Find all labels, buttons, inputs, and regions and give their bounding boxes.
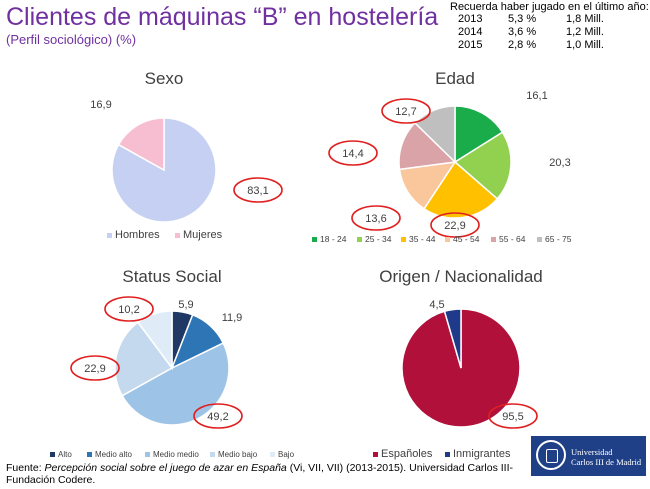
data-label: 20,3 — [549, 157, 570, 169]
source-title: Percepción social sobre el juego de azar… — [44, 462, 287, 474]
chart-title: Sexo — [145, 69, 184, 88]
data-label: 83,1 — [247, 185, 268, 197]
stats-cell-pct: 3,6 % — [508, 26, 537, 38]
legend-swatch — [270, 452, 275, 457]
stats-cell-pct: 2,8 % — [508, 39, 537, 51]
university-seal-icon — [536, 440, 566, 470]
pie-chart-sexo: Sexo 83,1 16,9 Hombres Mujeres — [90, 69, 283, 241]
legend-item-mujeres: Mujeres — [183, 229, 223, 241]
data-label: 13,6 — [365, 213, 386, 225]
legend-swatch — [210, 452, 215, 457]
pie-chart-edad: Edad 16,1 20,3 22,9 13,6 14,4 12,7 18 - 24 25 - … — [312, 69, 572, 244]
legend-swatch — [445, 452, 450, 457]
legend-swatch — [537, 237, 542, 242]
stats-cell-year: 2013 — [458, 13, 483, 25]
legend-item-35-44: 35 - 44 — [409, 234, 436, 244]
page-title: Clientes de máquinas “B” en hostelería — [6, 3, 439, 31]
university-logo: Universidad Carlos III de Madrid — [531, 436, 646, 476]
legend-item-hombres: Hombres — [115, 229, 160, 241]
legend-item-espanoles: Españoles — [381, 448, 433, 460]
legend-item-55-64: 55 - 64 — [499, 234, 526, 244]
pie-slice-35-44 — [423, 160, 499, 219]
highlight-circle — [351, 205, 401, 231]
pie-chart-status-social: Status Social 5,9 11,9 49,2 22,9 10,2 Alto Medi… — [50, 267, 295, 459]
legend-item-bajo: Bajo — [278, 450, 295, 459]
highlight-circle — [488, 403, 538, 429]
stats-cell-pct: 5,3 % — [508, 13, 537, 25]
legend-swatch — [50, 452, 55, 457]
highlight-circle — [328, 140, 378, 166]
stats-cell-year: 2015 — [458, 39, 483, 51]
pie-slice-inmigrantes — [443, 308, 462, 369]
legend-swatch — [87, 452, 92, 457]
legend-swatch — [491, 237, 496, 242]
pie-chart-origen-nacionalidad: Origen / Nacionalidad 95,5 4,5 Españoles Inm… — [373, 267, 543, 460]
data-label: 49,2 — [207, 411, 228, 423]
legend-swatch — [175, 233, 180, 238]
legend-item-65-75: 65 - 75 — [545, 234, 572, 244]
legend-swatch — [145, 452, 150, 457]
pie-slice-medio-bajo — [114, 321, 174, 397]
stats-cell-amount: 1,2 Mill. — [566, 26, 604, 38]
source-prefix: Fuente: — [6, 462, 45, 474]
data-label: 11,9 — [222, 312, 243, 324]
data-label: 22,9 — [84, 363, 105, 375]
pie-slice-bajo — [136, 310, 173, 371]
legend-item-medio-medio: Medio medio — [153, 450, 199, 459]
legend-swatch — [401, 237, 406, 242]
stats-cell-year: 2014 — [458, 26, 483, 38]
highlight-circle — [104, 296, 154, 322]
data-label: 5,9 — [178, 299, 193, 311]
stats-row: 2014 3,6 % 1,2 Mill. — [452, 26, 634, 39]
legend-swatch — [445, 237, 450, 242]
legend-item-25-34: 25 - 34 — [365, 234, 392, 244]
highlight-circle — [430, 212, 480, 238]
legend-swatch — [373, 452, 378, 457]
stats-cell-amount: 1,0 Mill. — [566, 39, 604, 51]
pie-slice-55-64 — [398, 121, 457, 171]
pie-slice-18-24 — [454, 105, 504, 164]
pie-slice-mujeres — [117, 117, 165, 172]
pie-slice-medio-medio — [121, 342, 230, 426]
stats-box: Recuerda haber jugado en el último año: … — [450, 1, 649, 52]
stats-cell-amount: 1,8 Mill. — [566, 13, 604, 25]
highlight-circle — [193, 403, 243, 429]
legend-item-medio-bajo: Medio bajo — [218, 450, 258, 459]
legend-swatch — [107, 233, 112, 238]
stats-row: 2013 5,3 % 1,8 Mill. — [452, 13, 634, 26]
data-label: 16,1 — [526, 90, 547, 102]
legend-swatch — [312, 237, 317, 242]
chart-title: Status Social — [122, 267, 221, 286]
highlight-circle — [233, 177, 283, 203]
university-logo-text: Universidad Carlos III de Madrid — [571, 447, 641, 467]
data-label: 16,9 — [90, 99, 111, 111]
data-label: 12,7 — [395, 106, 416, 118]
stats-row: 2015 2,8 % 1,0 Mill. — [452, 39, 634, 52]
legend-item-inmigrantes: Inmigrantes — [453, 448, 511, 460]
legend-item-alto: Alto — [58, 450, 72, 459]
data-label: 10,2 — [118, 304, 139, 316]
highlight-circle — [70, 355, 120, 381]
highlight-circle — [381, 98, 431, 124]
data-label: 95,5 — [502, 411, 523, 423]
legend-item-medio-alto: Medio alto — [95, 450, 132, 459]
pie-slice-25-34 — [453, 131, 512, 200]
data-label: 14,4 — [342, 148, 363, 160]
page-subtitle: (Perfil sociológico) (%) — [6, 32, 137, 47]
legend-item-45-54: 45 - 54 — [453, 234, 480, 244]
logo-line-2: Carlos III de Madrid — [571, 457, 642, 467]
legend-item-18-24: 18 - 24 — [320, 234, 347, 244]
stats-table: 2013 5,3 % 1,8 Mill. 2014 3,6 % 1,2 Mill. 2015… — [452, 13, 634, 52]
chart-title: Origen / Nacionalidad — [379, 267, 542, 286]
data-label: 22,9 — [444, 220, 465, 232]
legend-swatch — [357, 237, 362, 242]
chart-title: Edad — [435, 69, 475, 88]
source-suffix: (Vi, VII, VII) (2013-2015). Universidad … — [6, 462, 514, 486]
pie-charts-panel: Sexo 83,1 16,9 Hombres Mujeres Edad 16,1 20,3 22… — [50, 69, 572, 460]
data-label: 4,5 — [429, 299, 444, 311]
source-note: Fuente: Percepción social sobre el juego… — [6, 462, 526, 486]
logo-line-1: Universidad — [571, 447, 613, 457]
stats-heading: Recuerda haber jugado en el último año: — [450, 1, 649, 13]
